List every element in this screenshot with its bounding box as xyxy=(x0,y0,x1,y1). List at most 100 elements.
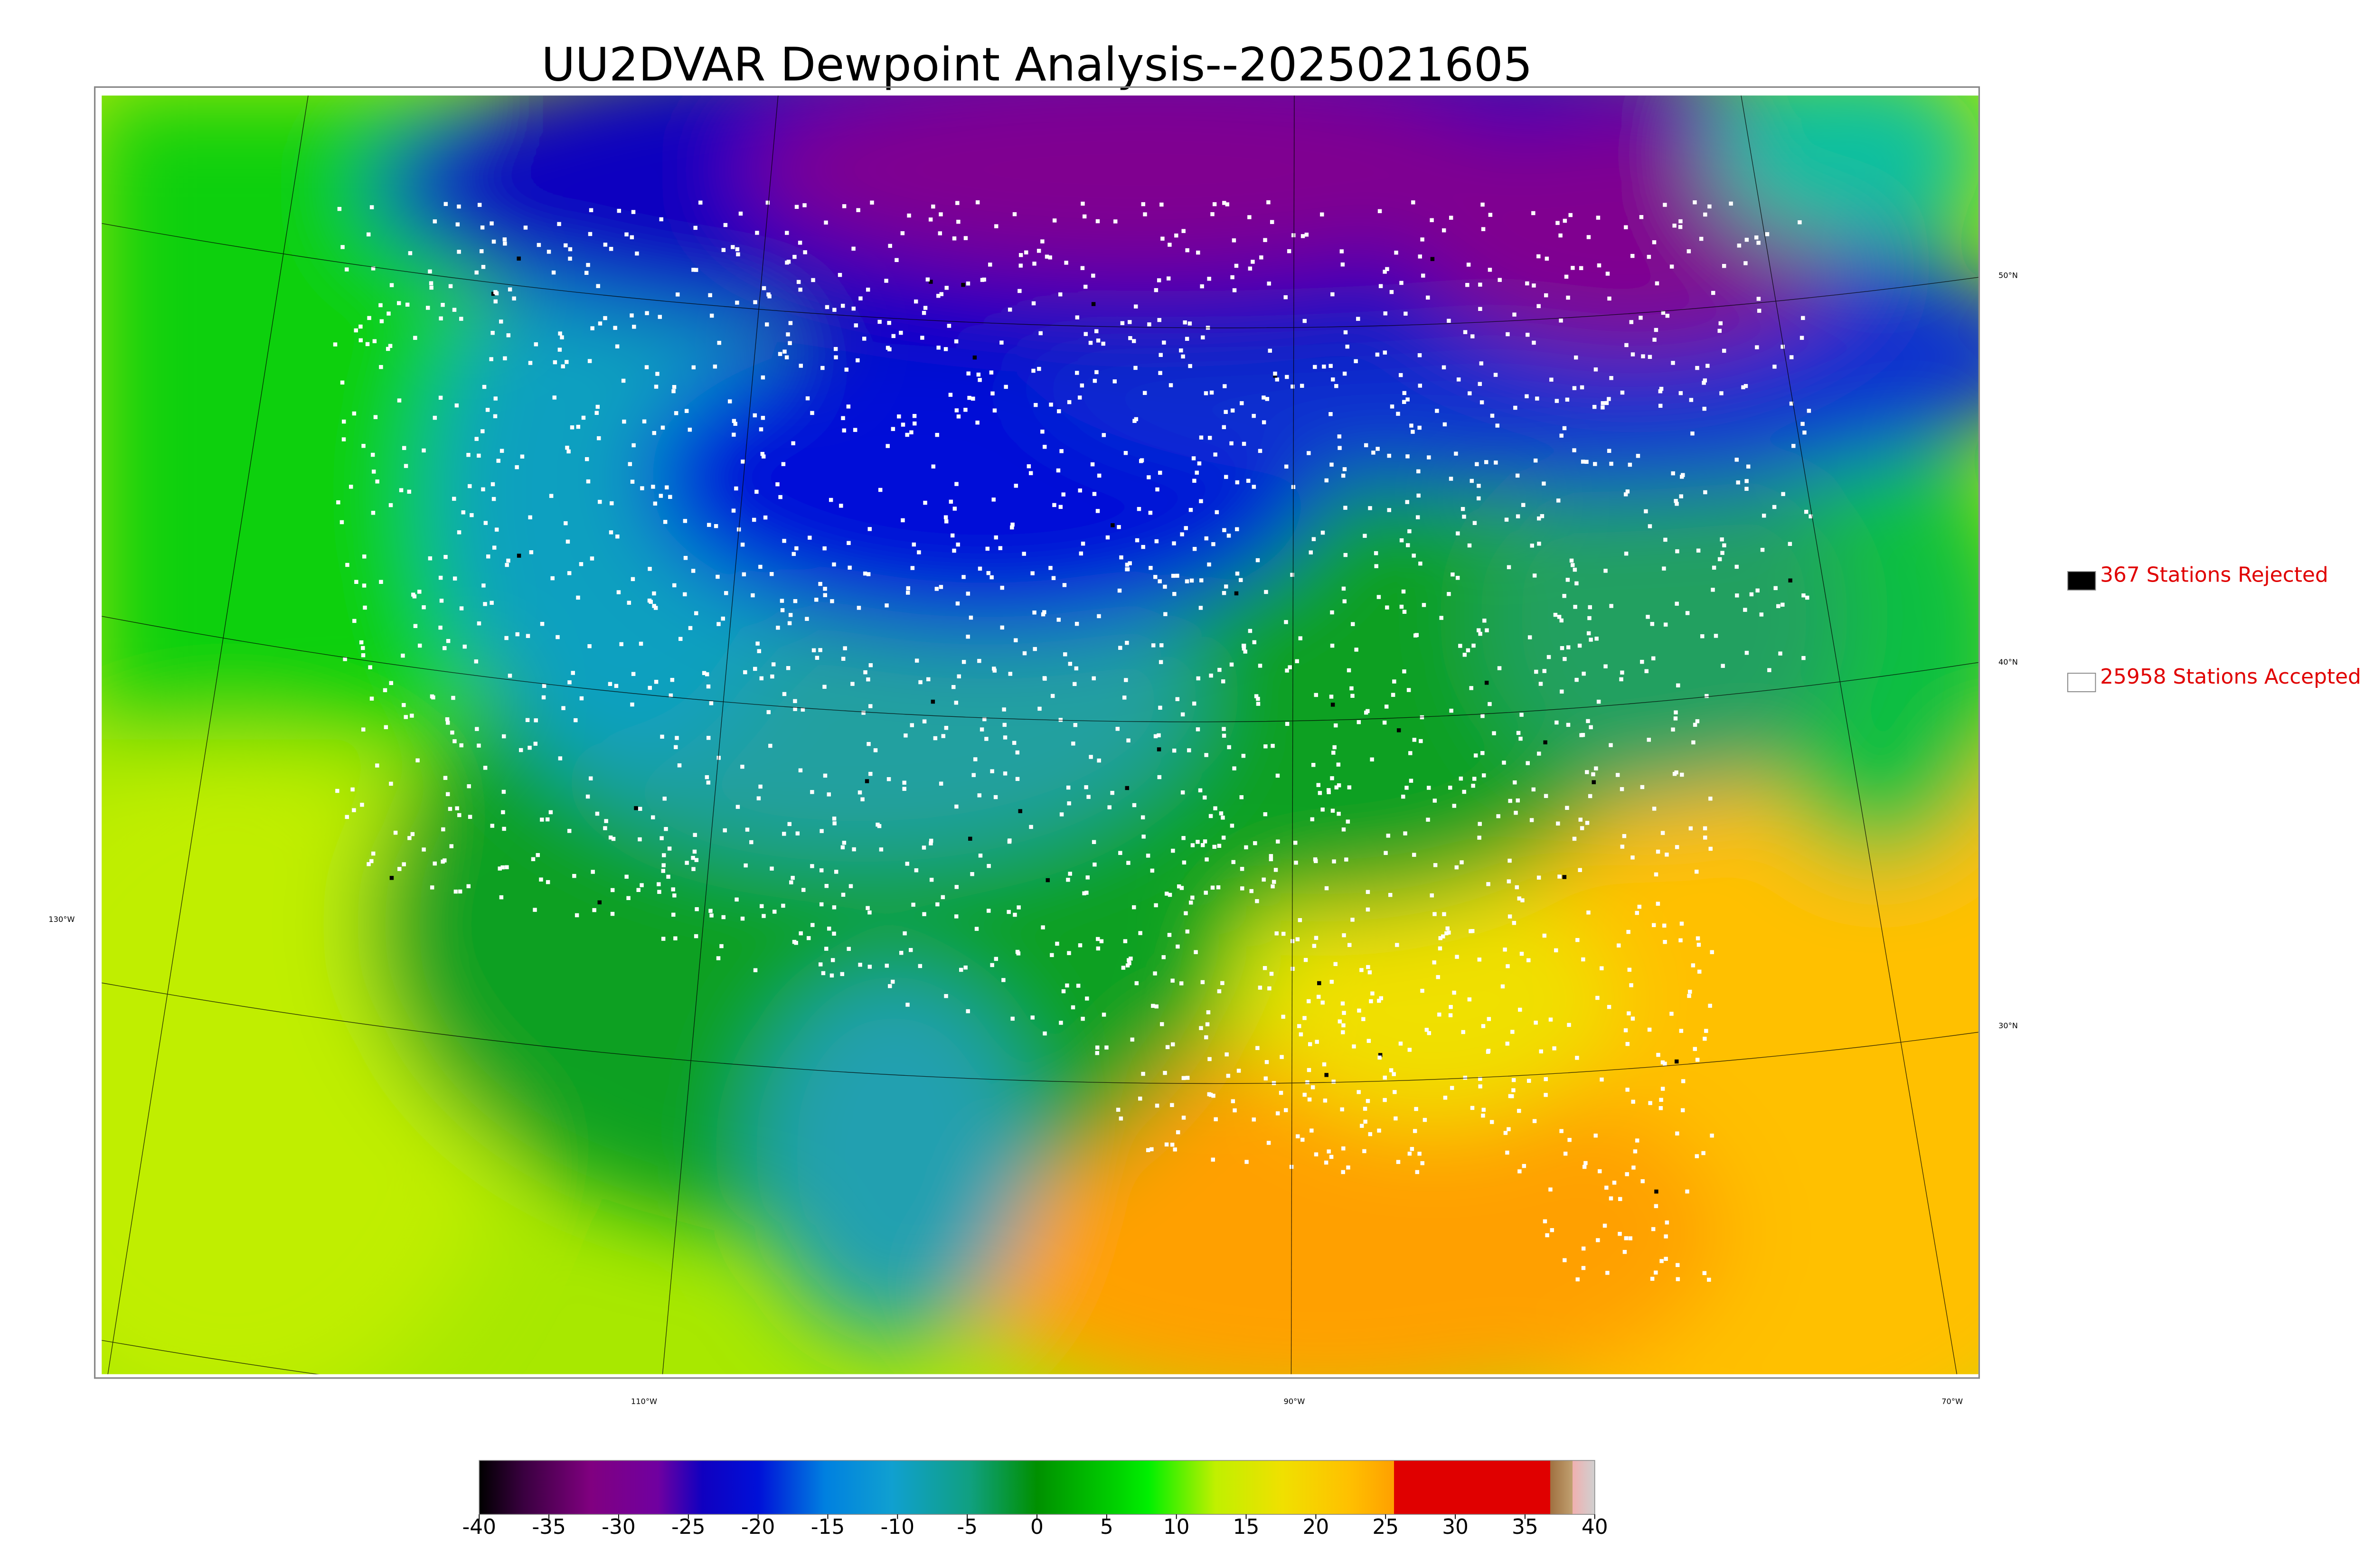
station xyxy=(954,885,959,889)
station xyxy=(905,432,909,437)
station xyxy=(939,585,943,589)
station xyxy=(659,217,663,222)
station xyxy=(598,321,603,326)
station xyxy=(954,701,959,705)
station xyxy=(1158,470,1162,475)
map-frame xyxy=(94,86,1980,1379)
station xyxy=(1656,901,1660,906)
station xyxy=(608,682,612,686)
station xyxy=(1097,758,1101,763)
station xyxy=(1146,854,1150,858)
station xyxy=(1559,319,1563,323)
station xyxy=(1004,385,1008,389)
station xyxy=(926,677,931,682)
station xyxy=(1589,638,1593,642)
station xyxy=(1295,937,1300,941)
station xyxy=(579,696,584,701)
station xyxy=(1776,604,1780,609)
station xyxy=(1663,203,1667,207)
station xyxy=(1697,969,1702,974)
station xyxy=(1554,948,1558,953)
station xyxy=(824,947,829,951)
station xyxy=(1447,930,1451,935)
station xyxy=(976,372,981,377)
station xyxy=(796,280,801,284)
station xyxy=(565,445,569,450)
station xyxy=(367,232,371,237)
station xyxy=(1092,840,1096,844)
station xyxy=(688,626,693,630)
station xyxy=(1460,860,1464,864)
station xyxy=(1720,537,1724,542)
station xyxy=(1232,238,1236,243)
station xyxy=(1693,200,1697,205)
station xyxy=(480,225,485,230)
station xyxy=(1221,836,1226,840)
station xyxy=(1469,686,1473,690)
station xyxy=(1262,966,1267,970)
station xyxy=(1515,885,1519,890)
station xyxy=(1157,733,1161,738)
station xyxy=(852,847,856,852)
station xyxy=(1215,510,1219,515)
station xyxy=(1734,458,1739,462)
station xyxy=(1210,885,1215,890)
station xyxy=(557,347,562,352)
station xyxy=(1416,493,1421,498)
station xyxy=(1231,860,1235,864)
station xyxy=(506,558,510,563)
station xyxy=(694,268,698,272)
station xyxy=(1749,592,1754,597)
station xyxy=(1662,566,1666,571)
station xyxy=(814,598,819,602)
station xyxy=(528,745,532,750)
station xyxy=(402,703,406,707)
station xyxy=(1125,963,1130,967)
station xyxy=(565,360,569,364)
station xyxy=(1672,224,1677,228)
station xyxy=(1563,657,1567,661)
station xyxy=(1172,541,1176,545)
station xyxy=(786,332,790,337)
station xyxy=(708,293,712,298)
station xyxy=(709,913,714,918)
station xyxy=(973,757,978,761)
station xyxy=(1578,868,1582,872)
station xyxy=(591,870,595,874)
station xyxy=(499,319,503,324)
station xyxy=(922,845,926,850)
station xyxy=(1279,1090,1283,1095)
station xyxy=(1511,1088,1516,1092)
station xyxy=(1722,264,1726,268)
station xyxy=(918,964,923,968)
station xyxy=(1646,615,1650,619)
station xyxy=(1620,845,1625,849)
station xyxy=(531,857,536,862)
station xyxy=(1526,958,1531,963)
station xyxy=(755,641,760,646)
station xyxy=(1196,727,1200,732)
station xyxy=(443,202,448,206)
station xyxy=(1615,773,1620,777)
station xyxy=(1577,643,1582,648)
station xyxy=(1529,818,1534,822)
station xyxy=(1586,719,1590,723)
station xyxy=(977,793,981,798)
station xyxy=(624,232,629,236)
station xyxy=(1417,1152,1422,1156)
station xyxy=(724,591,728,595)
station xyxy=(1377,998,1381,1003)
station xyxy=(671,887,675,892)
station xyxy=(847,947,851,951)
station xyxy=(1676,683,1680,688)
station xyxy=(1531,211,1536,216)
station xyxy=(1412,853,1416,857)
station xyxy=(1041,612,1046,617)
station xyxy=(963,236,968,240)
station xyxy=(1675,1131,1679,1136)
station xyxy=(1498,278,1502,282)
station xyxy=(1449,708,1453,713)
station xyxy=(1542,933,1547,938)
station xyxy=(1177,884,1181,889)
